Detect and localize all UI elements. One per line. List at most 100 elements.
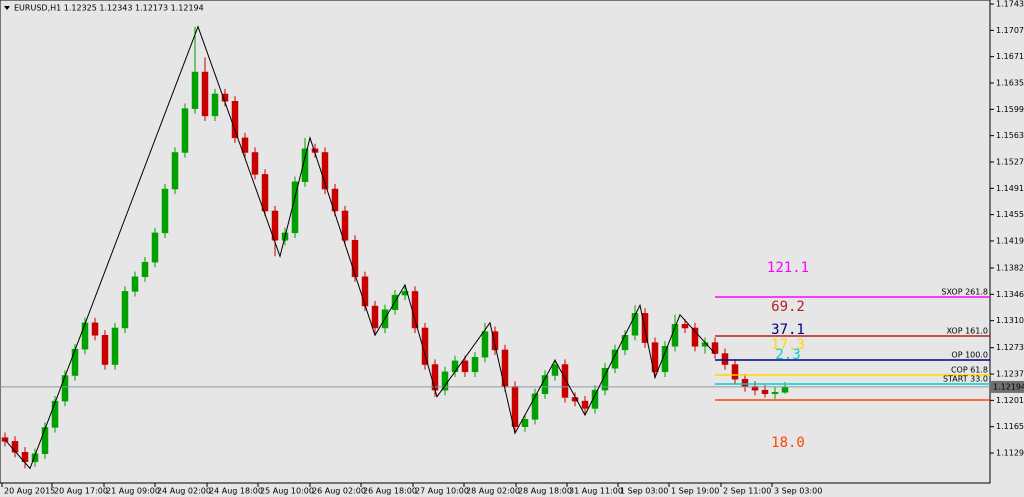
x-tick-label: 28 Aug 02:00	[466, 487, 520, 496]
candle-body	[411, 291, 419, 329]
x-tick-label: 1 Sep 19:00	[671, 487, 719, 496]
y-tick-label: 1.14550	[996, 210, 1024, 219]
candle-body	[591, 389, 599, 409]
candle-body	[351, 239, 359, 278]
candle-body	[91, 322, 99, 336]
candle-body	[241, 137, 249, 153]
y-tick-label: 1.14910	[996, 184, 1024, 193]
y-tick-label: 1.15630	[996, 131, 1024, 140]
candle-body	[61, 375, 69, 402]
x-tick-label: 24 Aug 02:00	[157, 487, 211, 496]
x-tick-label: 2 Sep 11:00	[723, 487, 771, 496]
candle-body	[421, 327, 429, 365]
candle-body	[581, 400, 589, 409]
level-label: COP 61.8	[951, 365, 988, 374]
ratio-annotation: 17.3	[771, 337, 805, 353]
y-tick-label: 1.13460	[996, 290, 1024, 299]
ratio-annotation: 69.2	[771, 299, 805, 315]
candle-body	[111, 327, 119, 365]
ratio-annotation: 2.3	[775, 347, 800, 363]
candle-body	[481, 331, 489, 358]
candle-body	[721, 353, 729, 365]
candle-body	[431, 364, 439, 391]
x-tick-label: 24 Aug 18:00	[209, 487, 263, 496]
zigzag-line	[4, 25, 716, 470]
candle-body	[651, 342, 659, 373]
candle-body	[181, 108, 189, 153]
candle-body	[211, 93, 219, 117]
y-tick-label: 1.15990	[996, 105, 1024, 114]
candle-body	[561, 364, 569, 398]
candle-body	[191, 71, 199, 109]
y-tick-label: 1.13820	[996, 264, 1024, 273]
candle-body	[231, 101, 239, 139]
ratio-annotation: 37.1	[771, 322, 805, 338]
candle-body	[401, 291, 409, 296]
y-tick-label: 1.16710	[996, 52, 1024, 61]
candle-body	[141, 261, 149, 278]
y-tick-label: 1.11290	[996, 449, 1024, 458]
y-tick-label: 1.15270	[996, 157, 1024, 166]
candle-body	[741, 378, 749, 387]
candle-body	[321, 152, 329, 190]
candle-body	[161, 188, 169, 234]
candle-body	[261, 174, 269, 212]
candle-body	[451, 360, 459, 373]
x-tick-label: 25 Aug 10:00	[260, 487, 314, 496]
level-label: START 33.0	[943, 374, 988, 383]
candle-body	[251, 152, 259, 175]
candle-body	[121, 291, 129, 329]
bid-label: 1.12194	[993, 382, 1024, 391]
level-label: SXOP 261.8	[941, 288, 988, 297]
candle-body	[131, 276, 139, 292]
candle-body	[41, 427, 49, 454]
menu-arrow[interactable]	[4, 6, 10, 10]
candle-body	[691, 327, 699, 347]
candle-body	[371, 305, 379, 329]
candle-body	[521, 419, 529, 427]
ratio-annotation: 121.1	[767, 260, 809, 276]
bid-label-box	[990, 380, 1024, 393]
candle-body	[491, 331, 499, 351]
y-tick-label: 1.14190	[996, 236, 1024, 245]
x-tick-label: 21 Aug 09:00	[106, 487, 160, 496]
candle-body	[631, 313, 639, 336]
chart-title: EURUSD,H1 1.12325 1.12343 1.12173 1.1219…	[14, 4, 204, 13]
level-label: OP 100.0	[951, 351, 988, 360]
candle-body	[471, 356, 479, 373]
y-tick-label: 1.17070	[996, 26, 1024, 35]
y-tick-label: 1.13100	[996, 316, 1024, 325]
candle-body	[551, 364, 559, 376]
ratio-annotation: 18.0	[771, 435, 805, 451]
candle-body	[151, 232, 159, 263]
candle-body	[1, 437, 9, 442]
x-tick-label: 1 Sep 03:00	[620, 487, 668, 496]
candle-body	[461, 360, 469, 373]
candle-body	[781, 386, 789, 393]
x-tick-label: 20 Aug 2015	[4, 487, 55, 496]
candle-body	[171, 152, 179, 190]
candle-body	[31, 453, 39, 463]
candle-body	[511, 386, 519, 427]
candle-body	[771, 392, 779, 395]
x-tick-label: 26 Aug 18:00	[363, 487, 417, 496]
candle-body	[271, 210, 279, 241]
candle-body	[71, 348, 79, 376]
candle-body	[601, 367, 609, 391]
candle-body	[11, 441, 19, 453]
y-tick-label: 1.12010	[996, 396, 1024, 405]
y-tick-label: 1.17430	[996, 0, 1024, 9]
candle-body	[81, 322, 89, 350]
candle-body	[331, 188, 339, 212]
candle-body	[301, 148, 309, 182]
candle-body	[611, 349, 619, 369]
candle-body	[51, 400, 59, 428]
candle-body	[761, 389, 769, 395]
x-tick-label: 28 Aug 18:00	[518, 487, 572, 496]
y-tick-label: 1.12370	[996, 370, 1024, 379]
y-tick-label: 1.12730	[996, 343, 1024, 352]
candle-body	[101, 335, 109, 365]
candle-body	[341, 210, 349, 241]
